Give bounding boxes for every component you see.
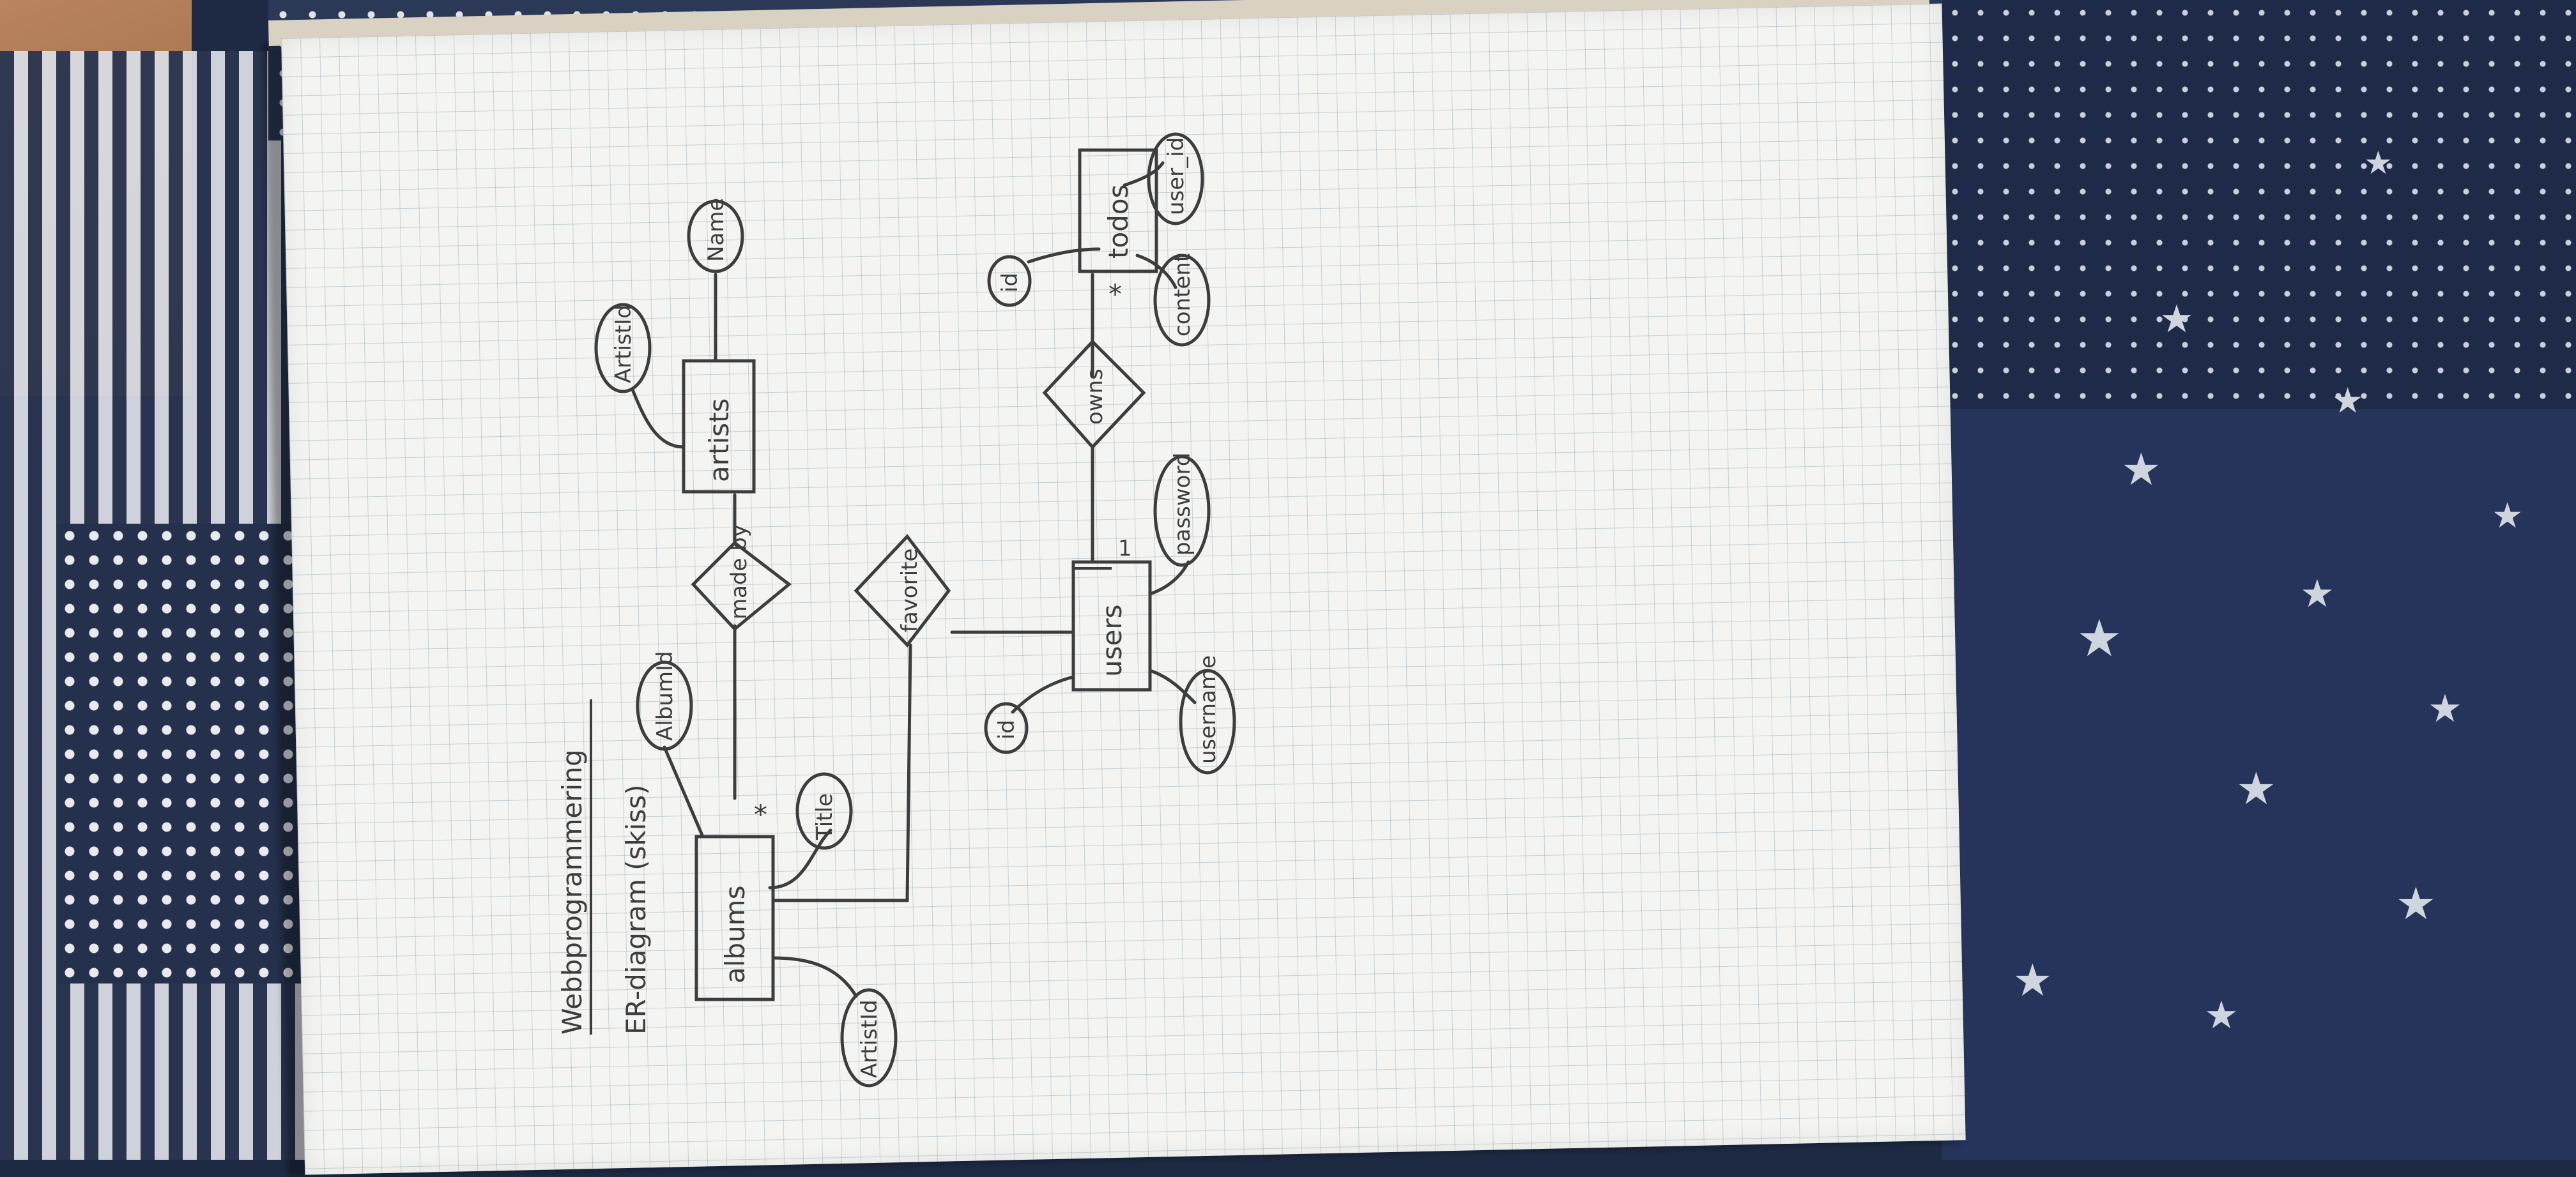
attribute-username: username [1179,655,1236,775]
star-icon: ★ [2236,763,2276,815]
quilt-star-patch [1942,409,2576,1160]
svg-text:users: users [1096,605,1128,678]
relationship-made-by: made by [691,524,792,632]
svg-text:favorite: favorite [897,549,923,632]
line-albums-artistid [771,956,858,998]
attribute-todo-id: id [987,255,1032,307]
line-users-username [1148,669,1197,704]
svg-text:AlbumId: AlbumId [652,651,678,741]
svg-text:Title: Title [812,793,838,840]
svg-text:username: username [1195,655,1221,764]
relationship-owns: owns [1042,339,1146,450]
relationship-favorite: favorite [854,534,951,648]
svg-text:content: content [1170,254,1195,337]
star-icon: ★ [2332,380,2364,421]
svg-text:id: id [997,273,1023,292]
svg-text:id: id [994,720,1020,740]
svg-text:ArtistId: ArtistId [611,305,636,383]
svg-text:albums: albums [719,886,751,983]
line-users-password [1148,560,1190,596]
attribute-content: content [1153,254,1211,347]
svg-text:made by: made by [726,524,752,619]
cardinality-one-users: 1 [1118,536,1132,561]
entity-todos: todos [1078,148,1158,273]
quilt-dots-patch [57,524,332,983]
attribute-album-artist-id: ArtistId [840,988,898,1088]
svg-text:ArtistId: ArtistId [857,999,882,1078]
line-todos-id [1027,247,1101,264]
entity-artists: artists [682,359,756,494]
svg-text:user_id: user_id [1163,137,1189,215]
line-albums-favorite [771,643,912,902]
star-icon: ★ [2492,495,2524,536]
svg-text:Name: Name [703,198,729,262]
cardinality-many-todos: * [1108,278,1122,310]
attribute-user-id: id [984,702,1029,754]
line-users-id [1011,675,1075,714]
attribute-title: Title [795,772,853,850]
svg-text:artists: artists [703,399,735,482]
star-icon: ★ [2364,144,2393,181]
star-icon: ★ [2204,993,2239,1038]
star-icon: ★ [2396,877,2436,930]
line-artists-artistid [631,388,686,449]
entity-users: users [1071,560,1152,692]
svg-text:todos: todos [1103,185,1134,259]
quilt-dots-patch-right [1942,0,2576,409]
star-icon: ★ [2076,609,2122,668]
svg-text:owns: owns [1082,368,1108,425]
page-subtitle: ER-diagram (skiss) [620,784,652,1035]
attribute-album-id: AlbumId [636,651,693,751]
attribute-name: Name [687,198,744,273]
cardinality-many-albums: * [754,799,767,830]
attribute-artist-id: ArtistId [594,303,652,393]
line-albums-title [768,828,832,890]
star-icon: ★ [2300,572,2334,616]
attribute-password: password [1153,453,1211,567]
star-icon: ★ [2428,687,2462,731]
star-icon: ★ [2121,443,2161,496]
line-albums-albumid [663,745,705,839]
attribute-todo-user-id: user_id [1147,132,1204,225]
svg-text:password: password [1170,453,1195,556]
star-icon: ★ [2159,297,2194,342]
entity-albums: albums [694,835,775,1001]
page-title: Webbprogrammering [556,750,588,1035]
star-icon: ★ [2012,954,2053,1006]
